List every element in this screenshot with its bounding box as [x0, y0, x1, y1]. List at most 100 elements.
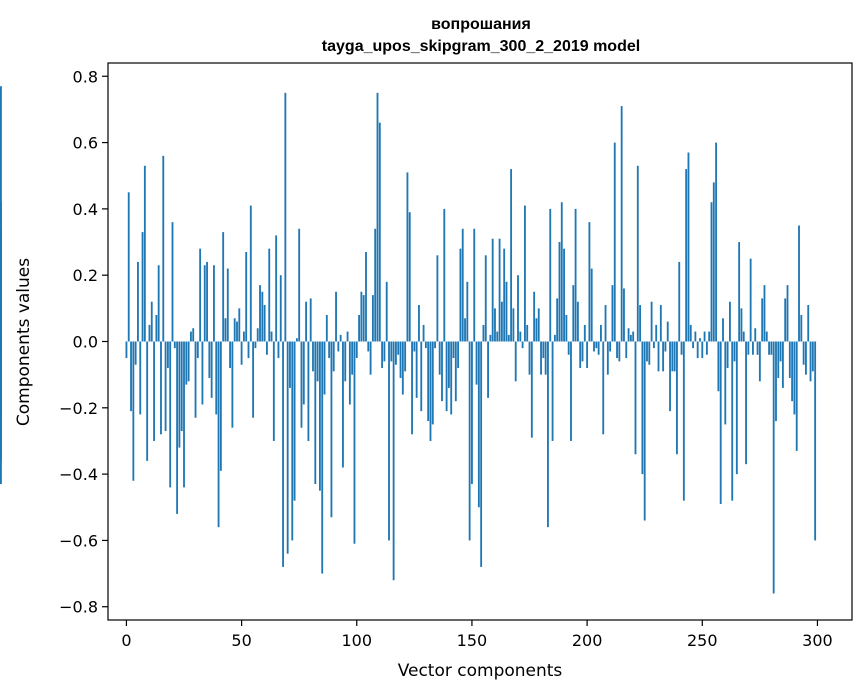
bar-component-144	[457, 341, 460, 369]
bar-component-187	[556, 298, 559, 342]
bar-component-3	[132, 341, 135, 481]
bar-component-281	[772, 341, 775, 594]
bar-component-217	[625, 341, 628, 359]
bar-component-163	[500, 301, 503, 342]
bar-component-57	[256, 328, 259, 342]
bar-component-9	[146, 341, 149, 461]
bar-component-50	[240, 341, 243, 365]
bar-component-260	[724, 341, 727, 425]
bar-component-29	[192, 328, 195, 342]
bar-component-103	[362, 295, 365, 342]
bar-component-169	[514, 341, 517, 382]
bar-component-183	[547, 341, 549, 528]
bar-component-87	[325, 314, 328, 342]
bar-component-137	[441, 341, 443, 402]
bar-component-289	[791, 341, 794, 402]
bar-component-6	[139, 341, 142, 415]
bar-component-185	[551, 341, 554, 441]
bar-component-210	[609, 341, 612, 352]
bar-component-208	[604, 305, 607, 342]
bar-component-213	[616, 341, 618, 359]
bar-component-199	[583, 324, 586, 342]
bar-component-207	[602, 341, 605, 435]
bar-component-23	[178, 341, 181, 448]
bar-component-261	[726, 341, 729, 369]
bar-component-99	[353, 341, 356, 544]
bar-component-142	[452, 341, 455, 359]
bar-component-58	[259, 285, 261, 342]
bar-component-19	[169, 341, 172, 488]
bar-component-53	[247, 341, 250, 359]
bar-component-11	[150, 301, 153, 342]
bar-component-152	[475, 341, 478, 385]
bar-component-15	[160, 341, 162, 435]
bar-component-219	[629, 334, 632, 342]
bar-component-undefined	[0, 341, 2, 485]
bar-component-70	[286, 341, 289, 554]
bar-component-228	[650, 301, 653, 342]
bar-component-274	[756, 341, 759, 355]
bar-component-179	[537, 308, 540, 342]
bar-component-201	[588, 222, 591, 342]
bar-component-251	[703, 331, 706, 342]
bar-component-216	[623, 288, 625, 342]
bar-component-81	[312, 341, 314, 372]
bar-component-41	[219, 341, 222, 471]
bar-component-190	[563, 248, 565, 342]
bar-component-119	[399, 341, 402, 378]
bar-component-277	[763, 285, 766, 342]
bar-component-90	[332, 341, 335, 372]
bar-component-5	[137, 261, 139, 342]
bar-component-206	[600, 324, 602, 342]
bar-component-27	[187, 341, 190, 382]
bar-component-220	[632, 331, 635, 342]
bar-component-175	[528, 341, 531, 375]
bar-component-121	[404, 341, 407, 372]
x-tick-label: 200	[572, 631, 603, 650]
bar-component-46	[231, 341, 234, 428]
bar-component-136	[438, 341, 441, 375]
bar-component-100	[355, 341, 358, 359]
bar-component-69	[284, 92, 287, 342]
y-axis-label: Components values	[14, 258, 34, 426]
bar-component-105	[367, 341, 370, 352]
bar-component-undefined	[0, 341, 2, 375]
bar-component-92	[337, 341, 340, 352]
bar-component-279	[768, 341, 770, 355]
y-tick-label: 0.8	[73, 67, 98, 86]
bar-component-33	[201, 341, 204, 405]
bar-component-106	[369, 341, 372, 375]
bar-component-62	[268, 248, 271, 342]
bar-component-158	[489, 334, 492, 342]
bar-component-148	[466, 281, 469, 342]
bar-component-141	[450, 341, 453, 415]
bar-component-204	[595, 341, 598, 349]
bar-component-98	[351, 341, 354, 375]
bar-component-195	[574, 208, 577, 342]
bar-component-89	[330, 341, 333, 518]
bar-component-4	[134, 341, 137, 365]
bar-component-264	[733, 341, 736, 362]
bar-component-299	[814, 341, 817, 541]
bar-component-214	[618, 341, 621, 362]
bar-component-278	[765, 331, 768, 342]
bar-component-94	[342, 341, 344, 468]
bar-component-280	[770, 341, 773, 355]
x-axis-label: Vector components	[398, 661, 563, 681]
bar-component-20	[171, 222, 174, 342]
bar-component-54	[249, 205, 252, 342]
bar-component-10	[148, 324, 151, 342]
bar-component-67	[279, 275, 282, 342]
bar-component-212	[613, 142, 616, 342]
bar-component-285	[781, 341, 784, 388]
bar-component-232	[659, 305, 662, 342]
bar-component-112	[383, 341, 386, 362]
bar-component-73	[293, 341, 296, 501]
bar-component-272	[752, 341, 754, 355]
bar-component-16	[162, 155, 165, 342]
bar-component-244	[687, 152, 690, 342]
bar-component-211	[611, 285, 614, 342]
bar-component-undefined	[0, 86, 2, 342]
bar-component-undefined	[0, 341, 2, 349]
bar-component-235	[666, 321, 669, 342]
